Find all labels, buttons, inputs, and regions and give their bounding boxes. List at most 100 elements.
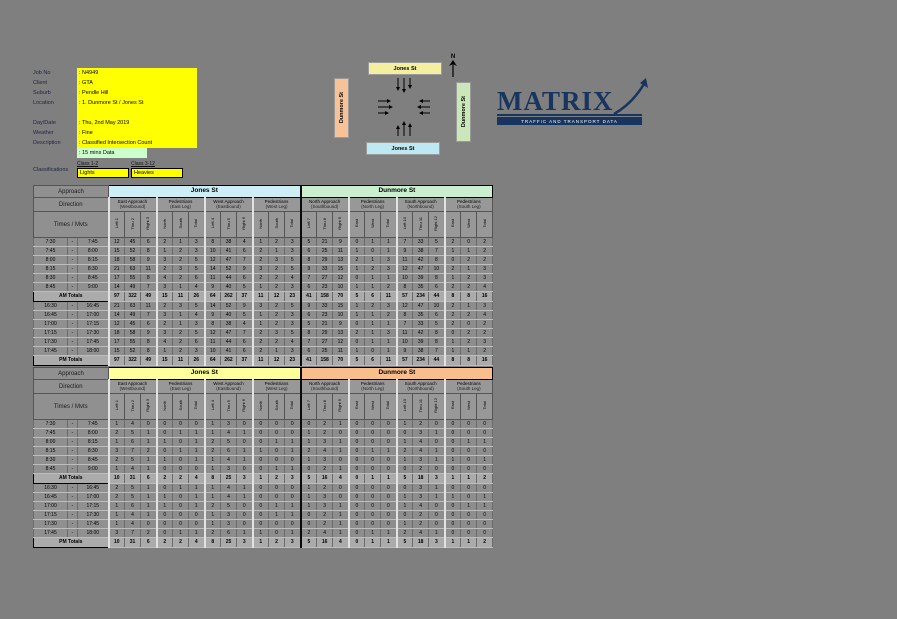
count-cell[interactable]: 0 bbox=[347, 337, 366, 347]
count-cell[interactable]: 1 bbox=[347, 264, 366, 274]
count-cell[interactable]: 2 bbox=[203, 501, 222, 511]
count-cell[interactable]: 3 bbox=[476, 301, 494, 311]
time-start-cell[interactable]: 16:45 bbox=[33, 492, 68, 502]
count-cell[interactable]: 10 bbox=[428, 264, 446, 274]
count-cell[interactable]: 12 bbox=[395, 301, 414, 311]
count-cell[interactable]: 1 bbox=[236, 428, 254, 438]
count-cell[interactable]: 2 bbox=[268, 301, 286, 311]
count-cell[interactable]: 9 bbox=[299, 264, 318, 274]
count-cell[interactable]: 3 bbox=[316, 455, 334, 465]
count-cell[interactable]: 0 bbox=[332, 455, 350, 465]
count-cell[interactable]: 2 bbox=[316, 519, 334, 529]
count-cell[interactable]: 1 bbox=[284, 501, 302, 511]
total-cell[interactable]: 262 bbox=[220, 291, 238, 302]
count-cell[interactable]: 4 bbox=[155, 337, 174, 347]
total-cell[interactable]: 3 bbox=[428, 473, 446, 484]
count-cell[interactable]: 1 bbox=[332, 419, 350, 429]
count-cell[interactable]: 0 bbox=[236, 437, 254, 447]
count-cell[interactable]: 2 bbox=[155, 319, 174, 329]
count-cell[interactable]: 9 bbox=[332, 237, 350, 247]
count-cell[interactable]: 3 bbox=[107, 528, 126, 538]
count-cell[interactable]: 2 bbox=[172, 328, 190, 338]
total-cell[interactable]: 16 bbox=[316, 537, 334, 548]
count-cell[interactable]: 6 bbox=[299, 282, 318, 292]
count-cell[interactable]: 1 bbox=[155, 501, 174, 511]
total-cell[interactable]: 8 bbox=[460, 291, 478, 302]
count-cell[interactable]: 6 bbox=[140, 319, 158, 329]
count-cell[interactable]: 0 bbox=[140, 519, 158, 529]
total-cell[interactable]: 8 bbox=[460, 355, 478, 366]
count-cell[interactable]: 14 bbox=[203, 301, 222, 311]
total-cell[interactable]: 18 bbox=[412, 537, 430, 548]
count-cell[interactable]: 7 bbox=[140, 282, 158, 292]
count-cell[interactable]: 3 bbox=[316, 501, 334, 511]
count-cell[interactable]: 38 bbox=[412, 246, 430, 256]
count-cell[interactable]: 15 bbox=[107, 246, 126, 256]
count-cell[interactable]: 0 bbox=[460, 519, 478, 529]
count-cell[interactable]: 3 bbox=[380, 264, 398, 274]
count-cell[interactable]: 3 bbox=[155, 282, 174, 292]
count-cell[interactable]: 9 bbox=[332, 319, 350, 329]
total-cell[interactable]: 5 bbox=[347, 291, 366, 302]
count-cell[interactable]: 6 bbox=[236, 346, 254, 356]
count-cell[interactable]: 6 bbox=[299, 346, 318, 356]
count-cell[interactable]: 1 bbox=[251, 282, 270, 292]
count-cell[interactable]: 1 bbox=[140, 455, 158, 465]
count-cell[interactable]: 1 bbox=[395, 492, 414, 502]
count-cell[interactable]: 5 bbox=[124, 483, 142, 493]
count-cell[interactable]: 0 bbox=[155, 483, 174, 493]
count-cell[interactable]: 38 bbox=[220, 319, 238, 329]
count-cell[interactable]: 6 bbox=[220, 528, 238, 538]
time-start-cell[interactable]: 8:30 bbox=[33, 273, 68, 283]
count-cell[interactable]: 7 bbox=[428, 246, 446, 256]
count-cell[interactable]: 12 bbox=[395, 264, 414, 274]
count-cell[interactable]: 5 bbox=[188, 255, 206, 265]
count-cell[interactable]: 2 bbox=[155, 237, 174, 247]
count-cell[interactable]: 0 bbox=[364, 483, 382, 493]
total-cell[interactable]: 1 bbox=[460, 473, 478, 484]
count-cell[interactable]: 5 bbox=[236, 310, 254, 320]
count-cell[interactable]: 0 bbox=[347, 519, 366, 529]
count-cell[interactable]: 55 bbox=[124, 337, 142, 347]
count-cell[interactable]: 1 bbox=[188, 492, 206, 502]
count-cell[interactable]: 1 bbox=[284, 437, 302, 447]
count-cell[interactable]: 12 bbox=[332, 337, 350, 347]
time-start-cell[interactable]: 8:00 bbox=[33, 255, 68, 265]
count-cell[interactable]: 1 bbox=[251, 237, 270, 247]
count-cell[interactable]: 7 bbox=[299, 273, 318, 283]
time-start-cell[interactable]: 17:15 bbox=[33, 510, 68, 520]
count-cell[interactable]: 0 bbox=[460, 464, 478, 474]
count-cell[interactable]: 42 bbox=[412, 328, 430, 338]
total-cell[interactable]: 0 bbox=[347, 537, 366, 548]
total-cell[interactable]: 4 bbox=[188, 473, 206, 484]
total-cell[interactable]: 1 bbox=[251, 537, 270, 548]
count-cell[interactable]: 1 bbox=[140, 483, 158, 493]
total-cell[interactable]: 31 bbox=[124, 537, 142, 548]
count-cell[interactable]: 2 bbox=[443, 282, 462, 292]
count-cell[interactable]: 0 bbox=[155, 528, 174, 538]
count-cell[interactable]: 1 bbox=[203, 464, 222, 474]
count-cell[interactable]: 4 bbox=[316, 446, 334, 456]
count-cell[interactable]: 10 bbox=[203, 346, 222, 356]
count-cell[interactable]: 33 bbox=[412, 237, 430, 247]
count-cell[interactable]: 3 bbox=[188, 246, 206, 256]
blank-value[interactable] bbox=[77, 108, 197, 118]
count-cell[interactable]: 3 bbox=[172, 301, 190, 311]
time-start-cell[interactable]: 16:30 bbox=[33, 483, 68, 493]
count-cell[interactable]: 1 bbox=[380, 319, 398, 329]
count-cell[interactable]: 0 bbox=[347, 237, 366, 247]
count-cell[interactable]: 47 bbox=[412, 301, 430, 311]
count-cell[interactable]: 23 bbox=[316, 310, 334, 320]
count-cell[interactable]: 11 bbox=[203, 337, 222, 347]
count-cell[interactable]: 38 bbox=[220, 237, 238, 247]
count-cell[interactable]: 0 bbox=[236, 519, 254, 529]
count-cell[interactable]: 3 bbox=[284, 319, 302, 329]
count-cell[interactable]: 0 bbox=[476, 519, 494, 529]
count-cell[interactable]: 1 bbox=[332, 464, 350, 474]
count-cell[interactable]: 0 bbox=[251, 492, 270, 502]
count-cell[interactable]: 21 bbox=[316, 319, 334, 329]
count-cell[interactable]: 0 bbox=[251, 455, 270, 465]
count-cell[interactable]: 0 bbox=[380, 419, 398, 429]
count-cell[interactable]: 0 bbox=[460, 237, 478, 247]
count-cell[interactable]: 1 bbox=[155, 346, 174, 356]
